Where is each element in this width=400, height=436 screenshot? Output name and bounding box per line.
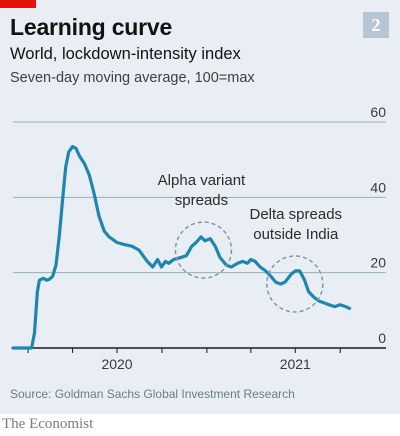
chart-subtitle-units: Seven-day moving average, 100=max	[10, 70, 255, 86]
y-tick-label-0: 0	[378, 330, 386, 346]
chart-title: Learning curve	[10, 14, 173, 40]
annotation-label-2-line-1: Delta spreads	[250, 206, 343, 223]
y-tick-label-20: 20	[370, 255, 386, 271]
chart-subtitle: World, lockdown-intensity index	[10, 45, 241, 63]
brand-red-tab	[0, 0, 36, 8]
line-chart: 0 20 40 60 2020 2021 Alpha variant spreads Delta…	[11, 104, 386, 372]
publisher-credit: The Economist	[2, 416, 94, 432]
annotation-label-2-line-2: outside India	[253, 226, 339, 243]
x-tick-label-2021: 2021	[280, 356, 311, 372]
annotation-circle-1	[174, 221, 233, 279]
y-tick-label-60: 60	[370, 104, 386, 120]
series-line	[11, 144, 352, 350]
x-tick-label-2020: 2020	[101, 356, 132, 372]
y-tick-label-40: 40	[370, 179, 386, 195]
source-note: Source: Goldman Sachs Global Investment …	[10, 387, 295, 401]
annotation-circle-2	[266, 255, 324, 313]
annotation-label-1-line-1: Alpha variant	[158, 172, 246, 189]
annotation-label-1-line-2: spreads	[175, 192, 228, 209]
chart-number-badge: 2	[363, 12, 389, 38]
chart-card: Learning curve World, lockdown-intensity…	[0, 0, 400, 414]
